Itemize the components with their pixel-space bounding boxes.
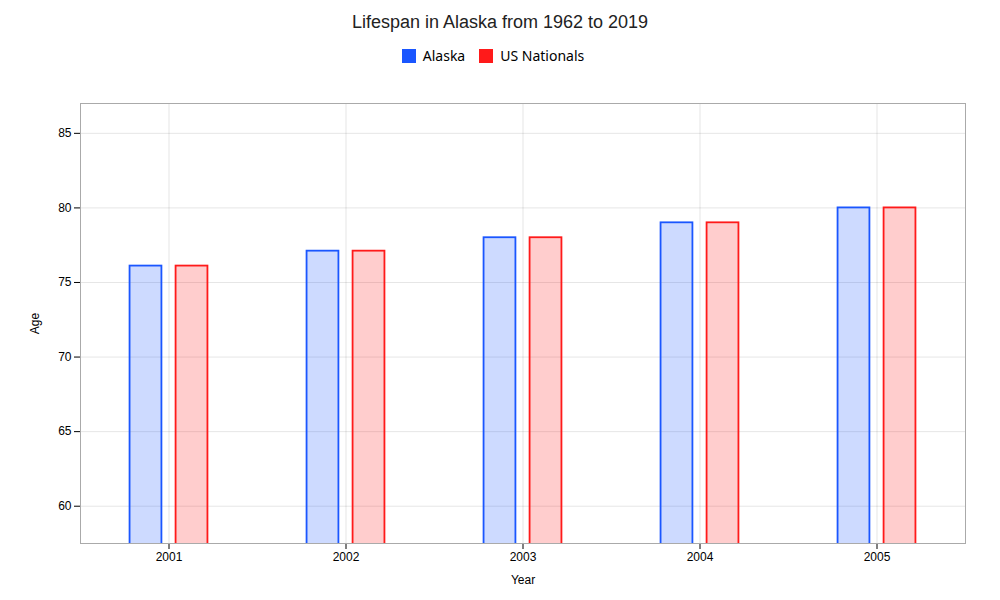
html-text:US Nationals: US Nationals [500, 46, 585, 65]
svg-text:60: 60 [58, 499, 72, 513]
svg-text:85: 85 [58, 126, 72, 140]
html-text:Lifespan in Alaska from 1962 t: Lifespan in Alaska from 1962 to 2019 [351, 12, 649, 32]
svg-text:2001: 2001 [156, 550, 183, 564]
svg-text:2002: 2002 [333, 550, 360, 564]
svg-text:2004: 2004 [687, 550, 714, 564]
svg-text:Age: Age [28, 313, 42, 335]
svg-text:2005: 2005 [864, 550, 891, 564]
html-text:Alaska: Alaska [422, 46, 466, 65]
svg-text:80: 80 [58, 201, 72, 215]
svg-text:2003: 2003 [510, 550, 537, 564]
svg-text:70: 70 [58, 350, 72, 364]
svg-text:65: 65 [58, 424, 72, 438]
svg-text:75: 75 [58, 275, 72, 289]
svg-text:Year: Year [511, 573, 535, 587]
